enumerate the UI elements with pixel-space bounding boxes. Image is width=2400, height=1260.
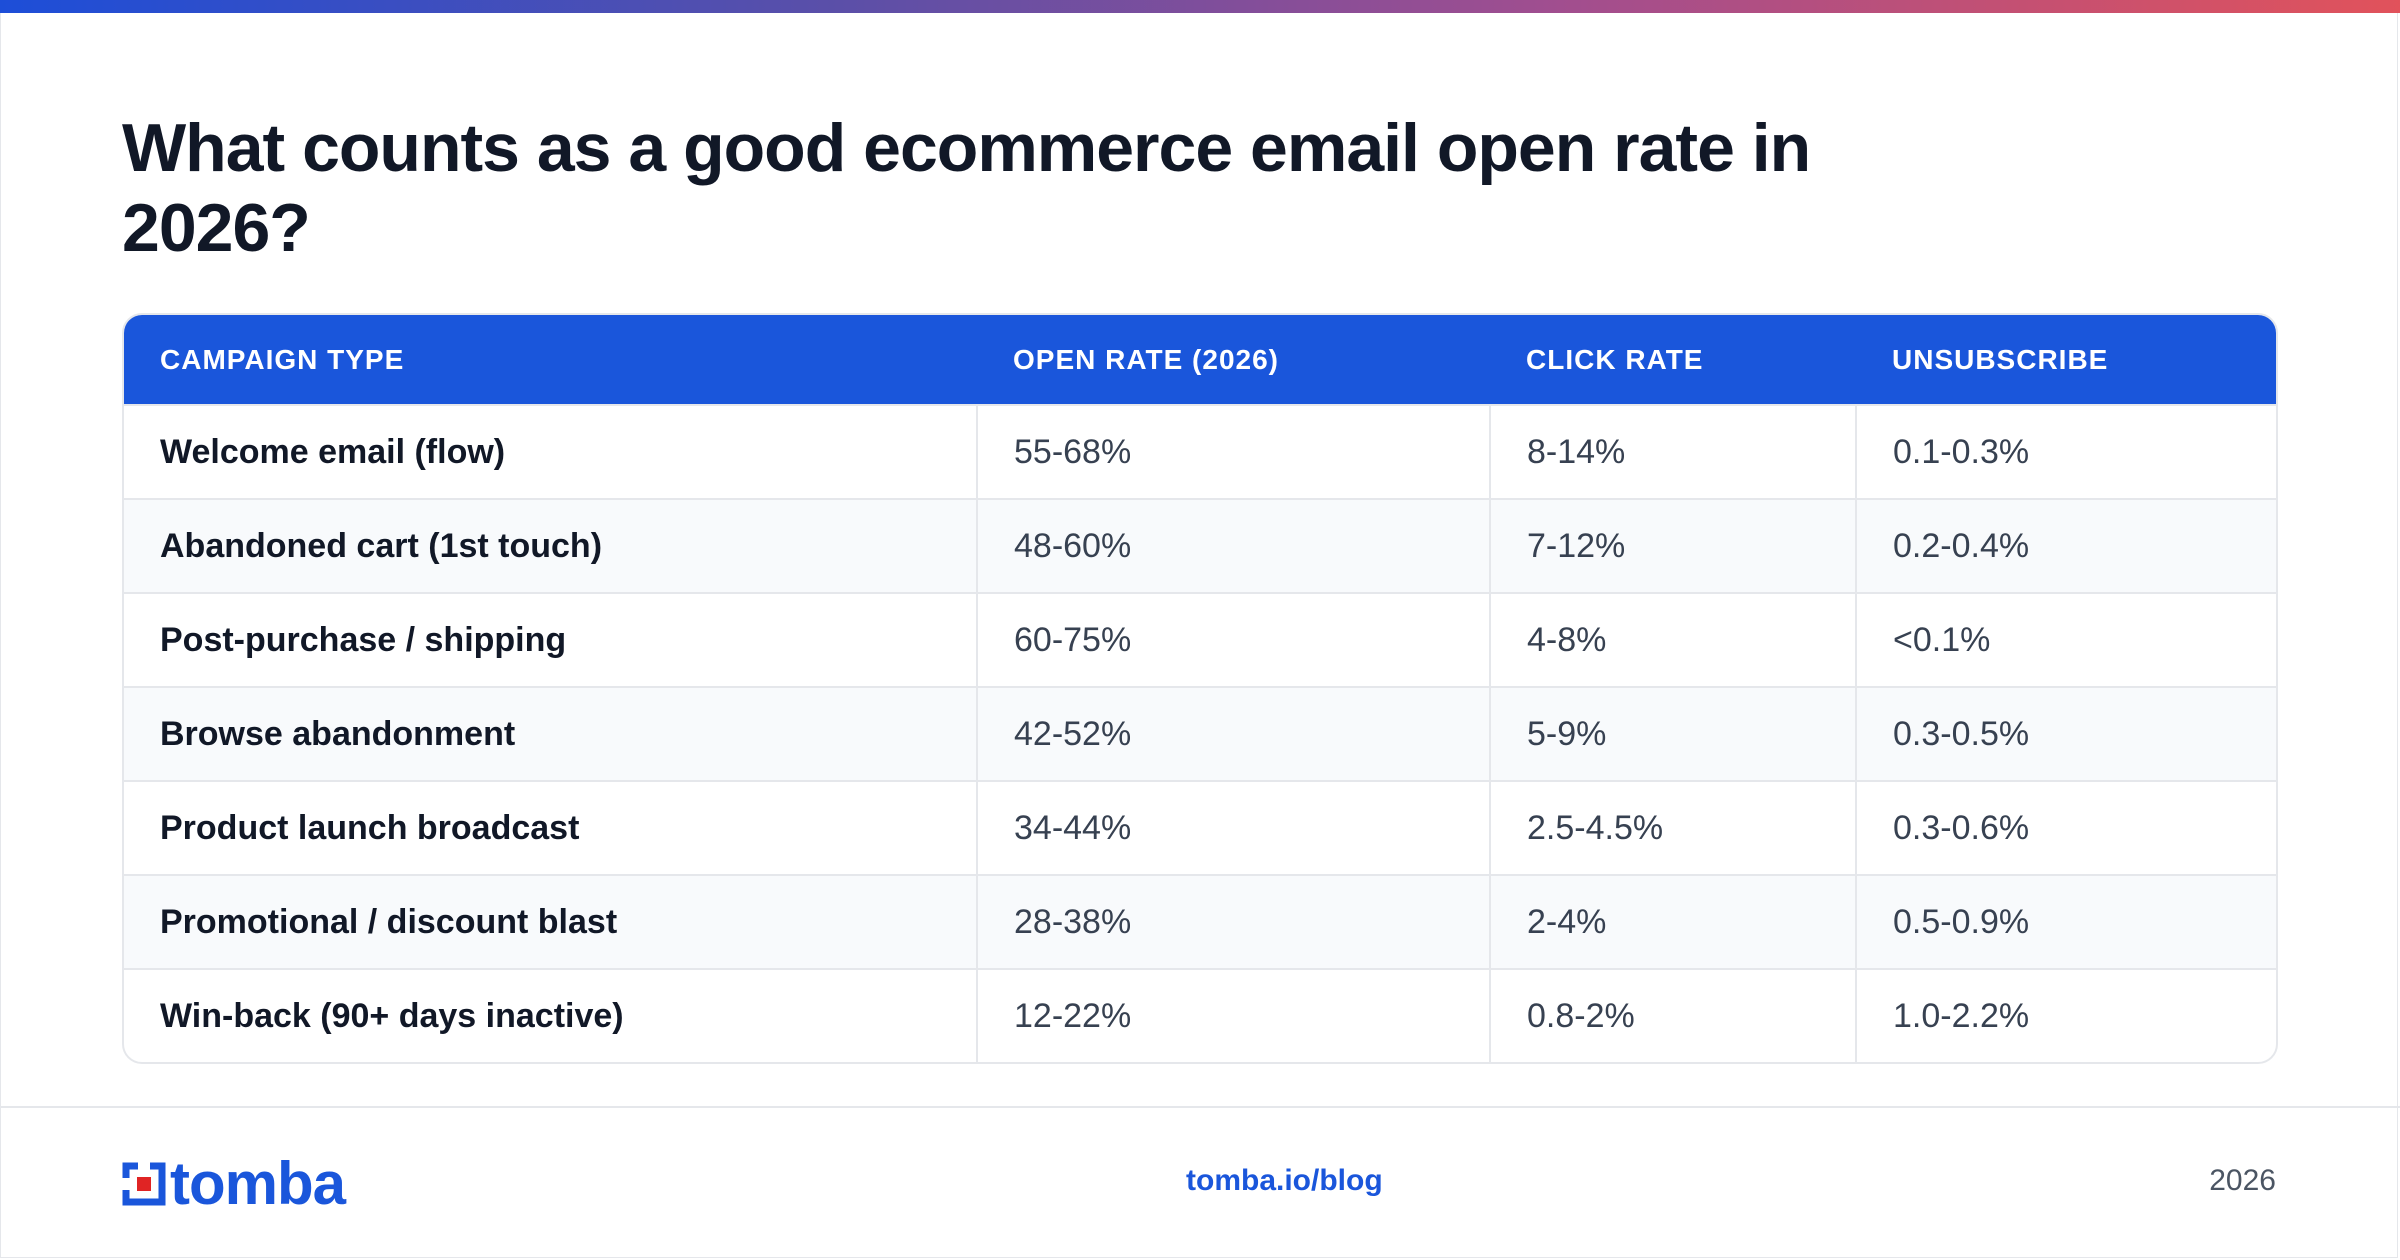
gradient-accent-bar <box>0 0 2400 13</box>
table-row: Product launch broadcast 34-44% 2.5-4.5%… <box>124 781 2276 875</box>
table-row: Promotional / discount blast 28-38% 2-4%… <box>124 875 2276 969</box>
benchmark-table: CAMPAIGN TYPE OPEN RATE (2026) CLICK RAT… <box>124 315 2276 1062</box>
cell-open-rate: 12-22% <box>976 969 1490 1062</box>
cell-click-rate: 2.5-4.5% <box>1489 781 1856 875</box>
cell-unsubscribe: 1.0-2.2% <box>1855 969 2276 1062</box>
header-unsubscribe: UNSUBSCRIBE <box>1892 343 2109 375</box>
cell-unsubscribe: 0.2-0.4% <box>1855 499 2276 593</box>
table-row: Browse abandonment 42-52% 5-9% 0.3-0.5% <box>124 687 2276 781</box>
table-header-row: CAMPAIGN TYPE OPEN RATE (2026) CLICK RAT… <box>124 315 2276 405</box>
cell-open-rate: 55-68% <box>976 405 1490 499</box>
cell-open-rate: 60-75% <box>976 593 1490 687</box>
page-title: What counts as a good ecommerce email op… <box>122 110 1811 266</box>
table-row: Win-back (90+ days inactive) 12-22% 0.8-… <box>124 969 2276 1062</box>
table-row: Welcome email (flow) 55-68% 8-14% 0.1-0.… <box>124 405 2276 499</box>
cell-campaign-type: Abandoned cart (1st touch) <box>160 526 603 565</box>
benchmark-table-card: CAMPAIGN TYPE OPEN RATE (2026) CLICK RAT… <box>122 313 2278 1064</box>
cell-unsubscribe: 0.5-0.9% <box>1855 875 2276 969</box>
cell-open-rate: 42-52% <box>976 687 1490 781</box>
cell-open-rate: 28-38% <box>976 875 1490 969</box>
cell-click-rate: 4-8% <box>1489 593 1856 687</box>
cell-open-rate: 48-60% <box>976 499 1490 593</box>
table-body: Welcome email (flow) 55-68% 8-14% 0.1-0.… <box>124 405 2276 1062</box>
cell-click-rate: 0.8-2% <box>1489 969 1856 1062</box>
tomba-logo-mark-icon <box>122 1162 166 1206</box>
cell-unsubscribe: 0.3-0.5% <box>1855 687 2276 781</box>
header-campaign-type: CAMPAIGN TYPE <box>160 343 405 375</box>
cell-open-rate: 34-44% <box>976 781 1490 875</box>
cell-unsubscribe: 0.3-0.6% <box>1855 781 2276 875</box>
cell-unsubscribe: 0.1-0.3% <box>1855 405 2276 499</box>
cell-click-rate: 2-4% <box>1489 875 1856 969</box>
header-click-rate: CLICK RATE <box>1526 343 1704 375</box>
blog-link[interactable]: tomba.io/blog <box>1186 1164 1383 1197</box>
cell-campaign-type: Win-back (90+ days inactive) <box>160 997 624 1035</box>
tomba-logo[interactable]: tomba <box>122 1150 346 1217</box>
cell-click-rate: 8-14% <box>1489 405 1856 499</box>
cell-unsubscribe: <0.1% <box>1855 593 2276 687</box>
cell-campaign-type: Welcome email (flow) <box>160 432 506 471</box>
footer-year: 2026 <box>2209 1164 2276 1197</box>
footer-divider <box>0 1106 2400 1108</box>
table-header: CAMPAIGN TYPE OPEN RATE (2026) CLICK RAT… <box>124 315 2276 405</box>
cell-click-rate: 7-12% <box>1489 499 1856 593</box>
cell-campaign-type: Promotional / discount blast <box>160 902 618 941</box>
table-row: Post-purchase / shipping 60-75% 4-8% <0.… <box>124 593 2276 687</box>
cell-campaign-type: Post-purchase / shipping <box>160 620 567 659</box>
cell-click-rate: 5-9% <box>1489 687 1856 781</box>
tomba-logo-text: tomba <box>170 1150 346 1217</box>
cell-campaign-type: Product launch broadcast <box>160 808 580 847</box>
header-open-rate: OPEN RATE (2026) <box>1013 343 1279 375</box>
cell-campaign-type: Browse abandonment <box>160 714 516 753</box>
table-row: Abandoned cart (1st touch) 48-60% 7-12% … <box>124 499 2276 593</box>
